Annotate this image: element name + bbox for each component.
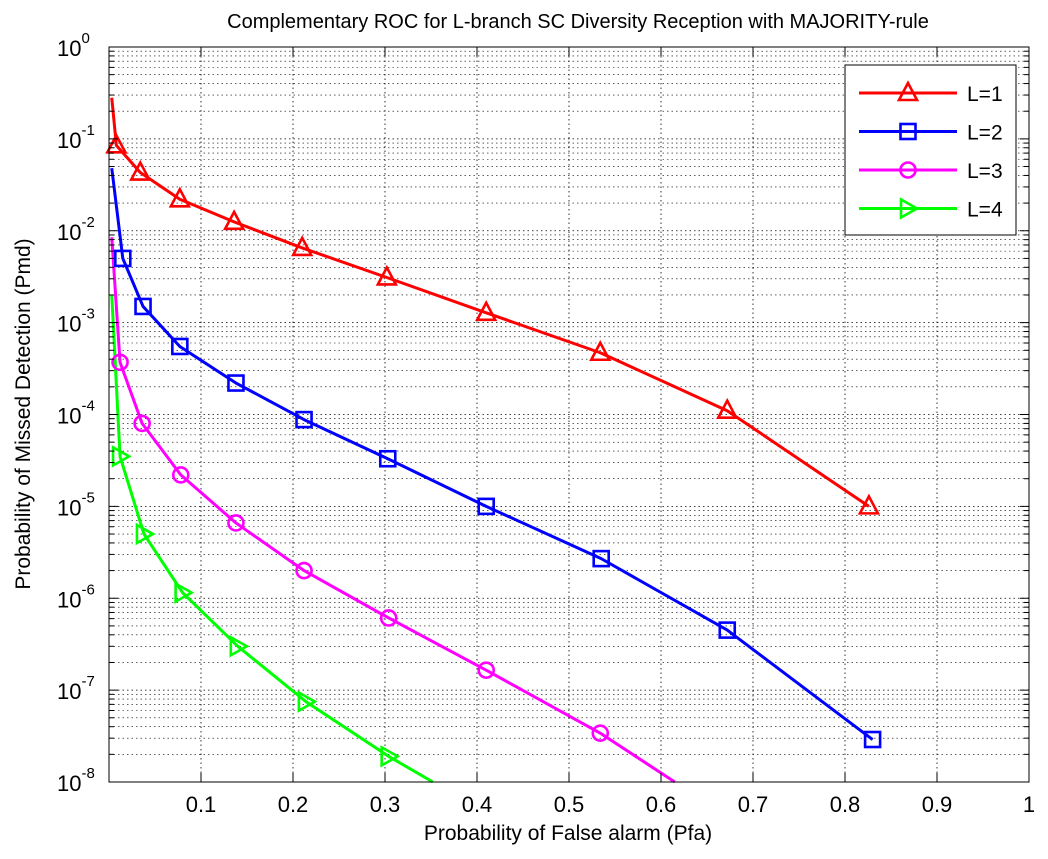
data-point-L=4 [111, 445, 132, 468]
x-tick-label: 0.3 [370, 792, 401, 817]
data-point-L=1 [857, 493, 881, 515]
data-point-L=4 [174, 581, 195, 604]
data-point-L=1 [375, 264, 398, 286]
y-axis-title: Probability of Missed Detection (Pmd) [12, 238, 35, 589]
data-point-L=2 [863, 730, 882, 749]
data-point-L=2 [171, 337, 189, 356]
data-point-L=1 [168, 186, 191, 208]
x-axis-title: Probability of False alarm (Pfa) [424, 822, 712, 845]
y-tick-label: 10-2 [57, 214, 95, 245]
data-point-L=1 [475, 299, 498, 322]
data-point-L=1 [291, 235, 314, 257]
data-point-L=2 [378, 449, 397, 468]
x-tick-label: 0.1 [186, 792, 217, 817]
data-point-L=1 [129, 159, 152, 181]
series-markers [105, 132, 882, 768]
data-point-L=3 [227, 514, 245, 532]
data-point-L=4 [135, 522, 156, 546]
legend-marker [896, 80, 920, 102]
x-tick-label: 0.6 [646, 792, 677, 817]
data-point-L=3 [111, 353, 129, 372]
x-tick-label: 0.4 [462, 792, 493, 817]
legend-label: L=2 [967, 122, 1003, 145]
data-point-L=3 [133, 414, 151, 433]
data-point-L=1 [716, 397, 739, 419]
data-point-L=2 [114, 249, 132, 268]
x-tick-labels: 0.1 0.2 0.3 0.4 0.5 0.6 0.7 0.8 0.9 1 [186, 792, 1035, 817]
legend-marker [899, 122, 917, 141]
legend: L=1 L=2 L=3 L=4 [844, 64, 1017, 236]
data-point-L=2 [134, 297, 152, 316]
legend-label: L=3 [967, 160, 1003, 183]
x-tick-label: 0.9 [922, 792, 953, 817]
axis-ticks [109, 46, 1030, 783]
x-tick-label: 0.8 [830, 792, 861, 817]
data-point-L=4 [229, 635, 250, 658]
series-line-L=1 [110, 97, 870, 508]
legend-marker [899, 197, 920, 220]
x-tick-label: 0.7 [738, 792, 769, 817]
series-lines [110, 97, 874, 784]
y-tick-label: 10-7 [57, 673, 95, 704]
y-tick-label: 100 [57, 30, 90, 61]
data-point-L=1 [589, 339, 612, 362]
x-tick-label: 0.2 [278, 792, 309, 817]
data-point-L=2 [295, 410, 313, 429]
legend-label: L=4 [967, 199, 1003, 222]
y-tick-label: 10-8 [57, 765, 95, 796]
y-tick-label: 10-4 [57, 398, 95, 429]
x-tick-label: 0.5 [554, 792, 585, 817]
x-tick-label: 1 [1023, 792, 1035, 817]
y-tick-label: 10-6 [57, 581, 95, 612]
series-line-L=2 [110, 167, 874, 741]
y-tick-label: 10-3 [57, 306, 95, 337]
data-point-L=2 [227, 374, 245, 392]
data-point-L=1 [222, 209, 246, 231]
data-point-L=2 [477, 497, 496, 516]
series-line-L=4 [110, 294, 434, 784]
y-tick-label: 10-5 [57, 489, 95, 520]
y-tick-label: 10-1 [57, 122, 95, 153]
chart-title: Complementary ROC for L-branch SC Divers… [227, 11, 929, 33]
data-point-L=4 [380, 745, 401, 768]
data-point-L=4 [297, 690, 318, 713]
data-point-L=3 [171, 466, 190, 484]
data-point-L=3 [477, 661, 496, 679]
y-tick-labels: 10-8 10-7 10-6 10-5 10-4 10-3 10-2 10-1 100 [57, 30, 95, 796]
data-point-L=2 [718, 621, 737, 639]
data-point-L=3 [295, 561, 313, 580]
series-line-L=3 [110, 237, 676, 784]
data-point-L=1 [105, 132, 128, 154]
data-point-L=3 [591, 724, 610, 742]
data-point-L=2 [592, 549, 611, 568]
legend-marker [899, 161, 917, 179]
data-point-L=3 [379, 609, 398, 627]
legend-label: L=1 [967, 83, 1003, 106]
